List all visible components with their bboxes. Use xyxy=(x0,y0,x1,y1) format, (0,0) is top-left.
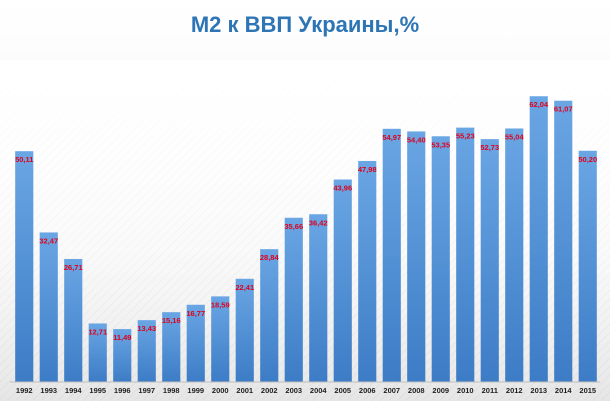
data-label-2015: 50,20 xyxy=(578,155,597,164)
bar-2003 xyxy=(284,217,303,382)
data-label-1994: 26,71 xyxy=(64,263,83,272)
data-label-1995: 12,71 xyxy=(88,327,107,336)
data-label-2002: 28,84 xyxy=(260,253,280,262)
bar-1993 xyxy=(39,232,58,382)
x-tick-label-1999: 1999 xyxy=(187,386,204,395)
data-label-2003: 35,66 xyxy=(284,222,303,231)
x-tick-label-2006: 2006 xyxy=(359,386,376,395)
data-label-2013: 62,04 xyxy=(529,100,549,109)
x-tick-label-2005: 2005 xyxy=(334,386,351,395)
bar-2010 xyxy=(456,127,475,382)
chart-title: М2 к ВВП Украины,% xyxy=(191,12,419,37)
data-label-1999: 16,77 xyxy=(186,309,205,318)
bar-2013 xyxy=(529,96,548,383)
data-label-2001: 22,41 xyxy=(235,283,254,292)
x-tick-label-1992: 1992 xyxy=(16,386,33,395)
bar-1995 xyxy=(88,323,107,382)
data-label-1996: 11,49 xyxy=(113,333,131,342)
x-tick-label-2011: 2011 xyxy=(482,386,498,395)
x-tick-label-1998: 1998 xyxy=(163,386,180,395)
x-tick-label-1997: 1997 xyxy=(138,386,155,395)
x-tick-label-2014: 2014 xyxy=(555,386,573,395)
data-label-2010: 55,23 xyxy=(456,132,475,141)
bar-2008 xyxy=(407,131,426,382)
x-tick-label-2003: 2003 xyxy=(285,386,302,395)
data-label-2014: 61,07 xyxy=(554,105,573,114)
x-tick-labels: 1992 1993 1994 1995 1996 1997 1998 1999 2000 2001… xyxy=(16,386,596,395)
bar-2007 xyxy=(382,128,401,382)
data-label-1992: 50,11 xyxy=(15,155,33,164)
x-tick-label-1995: 1995 xyxy=(89,386,106,395)
data-label-2000: 18,59 xyxy=(211,300,230,309)
bar-2000 xyxy=(211,296,230,382)
bar-2011 xyxy=(480,139,499,382)
bar-2005 xyxy=(333,179,352,382)
x-tick-label-1994: 1994 xyxy=(65,386,83,395)
data-label-2008: 54,40 xyxy=(407,135,426,144)
x-tick-label-2004: 2004 xyxy=(310,386,328,395)
data-label-2009: 53,35 xyxy=(431,140,450,149)
bar-1997 xyxy=(137,320,156,382)
bar-2004 xyxy=(309,214,328,382)
bar-2015 xyxy=(578,150,597,382)
x-tick-label-1996: 1996 xyxy=(114,386,131,395)
data-label-2004: 36,42 xyxy=(309,218,328,227)
bar-2009 xyxy=(431,136,450,382)
x-tick-label-2000: 2000 xyxy=(212,386,229,395)
bar-1998 xyxy=(162,312,181,382)
data-label-2006: 47,98 xyxy=(358,165,377,174)
data-label-1997: 13,43 xyxy=(137,324,156,333)
bar-1996 xyxy=(113,329,132,382)
x-tick-label-2013: 2013 xyxy=(530,386,547,395)
x-tick-label-2001: 2001 xyxy=(236,386,253,395)
data-label-2007: 54,97 xyxy=(382,133,401,142)
bars-group xyxy=(15,96,597,383)
x-tick-label-1993: 1993 xyxy=(40,386,57,395)
x-tick-label-2010: 2010 xyxy=(457,386,474,395)
data-label-1993: 32,47 xyxy=(39,236,58,245)
bar-2001 xyxy=(235,278,254,382)
bar-2006 xyxy=(358,161,377,382)
bar-2012 xyxy=(505,128,524,382)
x-tick-label-2008: 2008 xyxy=(408,386,425,395)
x-tick-label-2002: 2002 xyxy=(261,386,278,395)
data-label-2012: 55,04 xyxy=(505,132,525,141)
x-tick-label-2012: 2012 xyxy=(506,386,523,395)
x-tick-label-2007: 2007 xyxy=(383,386,400,395)
data-label-2011: 52,73 xyxy=(480,143,499,152)
data-labels: 50,11 32,47 26,71 12,71 11,49 13,43 15,16 16,77… xyxy=(15,100,597,342)
bar-2014 xyxy=(554,100,573,383)
bar-1992 xyxy=(15,151,34,382)
data-label-2005: 43,96 xyxy=(333,184,352,193)
x-tick-label-2009: 2009 xyxy=(432,386,449,395)
x-tick-label-2015: 2015 xyxy=(579,386,596,395)
bar-2002 xyxy=(260,249,279,382)
bar-1999 xyxy=(186,304,205,382)
data-label-1998: 15,16 xyxy=(162,316,181,325)
bar-1994 xyxy=(64,258,83,382)
